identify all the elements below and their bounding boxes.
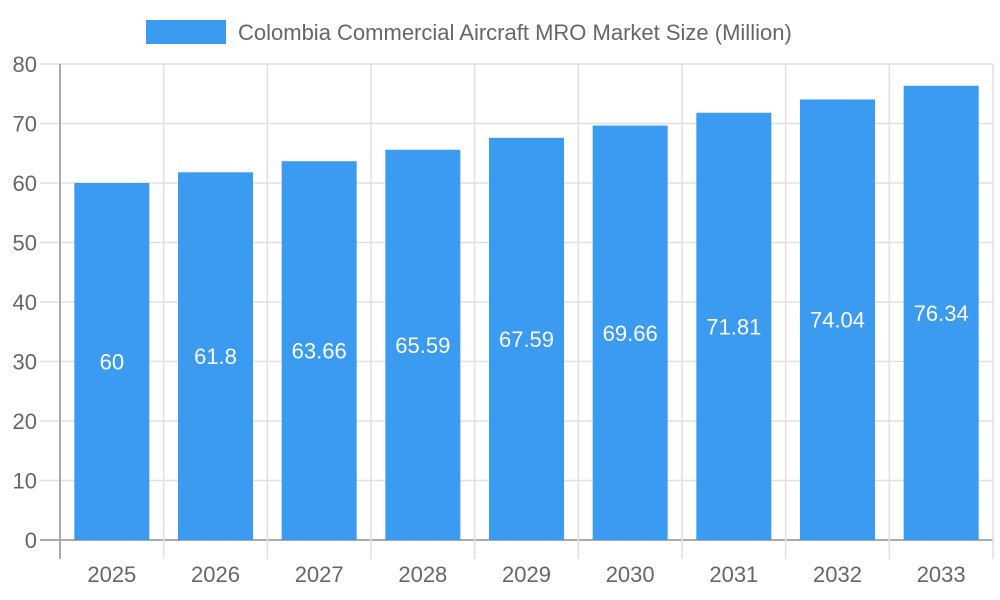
x-tick-label: 2033 [917,562,966,587]
x-tick-label: 2026 [191,562,240,587]
data-label-2029: 67.59 [499,327,554,352]
data-label-2030: 69.66 [603,321,658,346]
bar-2026 [178,172,253,541]
y-tick-label: 10 [13,469,37,494]
bar-2030 [592,125,668,540]
bar-2031 [696,112,772,540]
y-tick-label: 20 [13,409,37,434]
y-tick-label: 60 [13,171,37,196]
data-label-2027: 63.66 [292,339,347,364]
data-label-2026: 61.8 [194,344,237,369]
bar-2025 [74,183,150,540]
x-tick-label: 2029 [502,562,551,587]
y-tick-label: 40 [13,290,37,315]
data-label-2028: 65.59 [395,333,450,358]
legend-label: Colombia Commercial Aircraft MRO Market … [238,20,792,45]
data-label-2033: 76.34 [914,301,969,326]
bar-2033 [903,85,979,540]
bar-2032 [800,99,875,540]
data-label-2032: 74.04 [810,308,865,333]
legend[interactable]: Colombia Commercial Aircraft MRO Market … [146,20,792,45]
x-tick-label: 2031 [709,562,758,587]
data-labels: 60 61.8 63.66 65.59 67.59 69.66 71.81 74.04 76.3… [100,301,969,375]
legend-swatch [146,20,226,44]
y-tick-label: 70 [13,112,37,137]
y-tick-label: 50 [13,231,37,256]
x-tick-label: 2028 [398,562,447,587]
y-tick-label: 0 [25,528,37,553]
x-tick-label: 2032 [813,562,862,587]
y-tick-label: 30 [13,350,37,375]
x-tick-label: 2025 [87,562,136,587]
bar-2028 [385,149,461,540]
y-tick-label: 80 [13,52,37,77]
data-label-2031: 71.81 [706,314,761,339]
x-tick-label: 2030 [606,562,655,587]
bar-2029 [489,137,564,541]
x-tick-label: 2027 [295,562,344,587]
bar-2027 [281,161,357,540]
data-label-2025: 60 [100,350,124,375]
bars [74,85,979,541]
